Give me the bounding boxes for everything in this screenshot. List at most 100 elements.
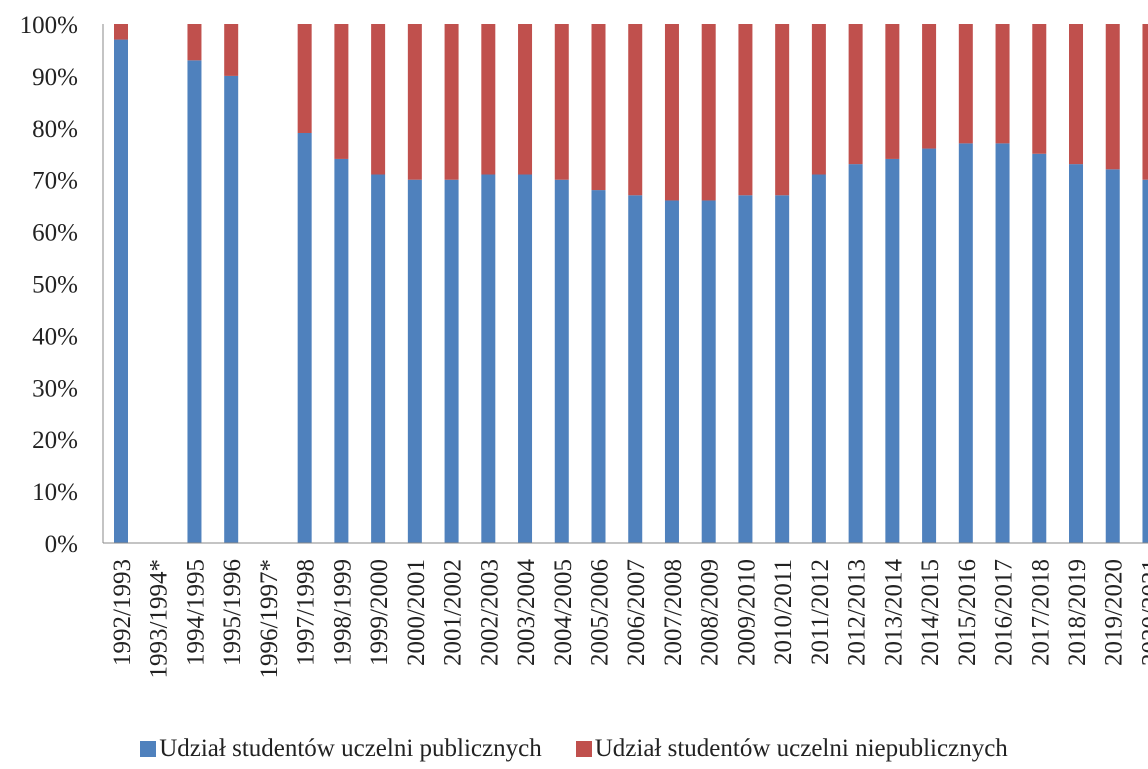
legend: Udział studentów uczelni publicznych Udz…	[0, 735, 1148, 763]
bar-public	[922, 148, 937, 543]
bar-nonpublic	[187, 24, 202, 61]
bar-nonpublic	[481, 24, 496, 175]
x-tick-label: 2010/2011	[770, 559, 797, 665]
x-tick-label: 1995/1996	[219, 559, 246, 666]
bar-nonpublic	[334, 24, 349, 159]
x-tick-label: 2000/2001	[403, 559, 430, 666]
x-tick-label: 2007/2008	[660, 559, 687, 666]
bar-public	[848, 164, 863, 543]
bar-public	[885, 158, 900, 543]
bar-public	[407, 179, 422, 543]
bar-public	[1032, 153, 1047, 543]
legend-item-public: Udział studentów uczelni publicznych	[140, 735, 542, 763]
bar-nonpublic	[738, 24, 753, 196]
bar-public	[334, 158, 349, 543]
legend-swatch-nonpublic	[575, 741, 592, 757]
x-tick-label: 2015/2016	[954, 559, 981, 666]
bar-public	[738, 195, 753, 543]
bar-nonpublic	[701, 24, 716, 201]
bar-nonpublic	[297, 24, 312, 133]
bar-public	[775, 195, 790, 543]
bar-nonpublic	[407, 24, 422, 180]
legend-item-nonpublic: Udział studentów uczelni niepublicznych	[575, 735, 1008, 763]
bar-public	[628, 195, 643, 543]
y-tick-label: 50%	[32, 272, 78, 299]
bar-public	[1069, 164, 1084, 543]
x-tick-label: 2008/2009	[697, 559, 724, 666]
y-tick-label: 60%	[32, 220, 78, 247]
bar-nonpublic	[1069, 24, 1084, 165]
legend-label-nonpublic: Udział studentów uczelni niepublicznych	[594, 735, 1008, 762]
x-tick-label: 2006/2007	[623, 559, 650, 666]
x-tick-label: 2003/2004	[513, 559, 540, 666]
bar-public	[811, 174, 826, 543]
x-tick-label: 2011/2012	[807, 559, 834, 665]
bar-nonpublic	[444, 24, 459, 180]
stacked-bar-chart: 0% 10% 20% 30% 40% 50% 60% 70% 80% 90% 100% 1992/19…	[20, 12, 1148, 678]
bar-nonpublic	[885, 24, 900, 159]
x-tick-label: 2013/2014	[880, 559, 907, 666]
bar-nonpublic	[114, 24, 128, 40]
bar-nonpublic	[958, 24, 973, 144]
bar-nonpublic	[371, 24, 386, 175]
x-tick-label: 1993/1994*	[146, 559, 173, 678]
bar-nonpublic	[775, 24, 790, 196]
bar-nonpublic	[591, 24, 606, 191]
bar-nonpublic	[628, 24, 643, 196]
bar-public	[187, 60, 202, 544]
bar-public	[591, 190, 606, 543]
x-tick-label: 2009/2010	[733, 559, 760, 666]
bar-public	[224, 75, 239, 544]
legend-label-public: Udział studentów uczelni publicznych	[159, 735, 542, 762]
bar-public	[371, 174, 386, 543]
bar-public	[297, 132, 312, 544]
x-tick-label: 2018/2019	[1064, 559, 1091, 666]
x-tick-label: 2002/2003	[476, 559, 503, 666]
x-tick-label: 2014/2015	[917, 559, 944, 666]
bar-public	[444, 179, 459, 543]
bar-public	[481, 174, 496, 543]
x-tick-label: 2001/2002	[440, 559, 467, 666]
bar-public	[518, 174, 533, 543]
bar-nonpublic	[554, 24, 569, 180]
bar-public	[958, 143, 973, 543]
bar-public	[995, 143, 1010, 543]
x-tick-label: 1999/2000	[366, 559, 393, 666]
bar-nonpublic	[224, 24, 239, 76]
bar-nonpublic	[1142, 24, 1148, 180]
bar-nonpublic	[518, 24, 533, 175]
bar-public	[1105, 169, 1120, 543]
y-tick-label: 70%	[32, 168, 78, 195]
y-tick-label: 0%	[45, 531, 78, 558]
y-tick-label: 80%	[32, 116, 78, 143]
y-tick-label: 40%	[32, 323, 78, 350]
bar-nonpublic	[922, 24, 937, 149]
x-tick-label: 2017/2018	[1027, 559, 1054, 666]
x-tick-label: 1992/1993	[109, 559, 136, 666]
y-tick-label: 90%	[32, 64, 78, 91]
bar-nonpublic	[664, 24, 679, 201]
bar-nonpublic	[848, 24, 863, 165]
bar-nonpublic	[1105, 24, 1120, 170]
legend-swatch-public	[140, 741, 157, 757]
x-tick-label: 1997/1998	[293, 559, 320, 666]
bar-public	[114, 39, 128, 543]
bar-public	[701, 200, 716, 543]
bar-nonpublic	[995, 24, 1010, 144]
x-tick-label: 2016/2017	[991, 559, 1018, 666]
bar-public	[664, 200, 679, 543]
y-tick-label: 20%	[32, 427, 78, 454]
y-tick-label: 30%	[32, 375, 78, 402]
bar-nonpublic	[811, 24, 826, 175]
bar-nonpublic	[1032, 24, 1047, 154]
bar-public	[554, 179, 569, 543]
x-tick-label: 1998/1999	[329, 559, 356, 666]
x-tick-label: 2019/2020	[1101, 559, 1128, 666]
x-tick-label: 2005/2006	[587, 559, 614, 666]
x-tick-label: 2020/2021	[1137, 559, 1148, 666]
x-tick-label: 1994/1995	[182, 559, 209, 666]
y-tick-label: 10%	[32, 479, 78, 506]
y-tick-label: 100%	[20, 12, 78, 39]
x-tick-label: 2004/2005	[550, 559, 577, 666]
